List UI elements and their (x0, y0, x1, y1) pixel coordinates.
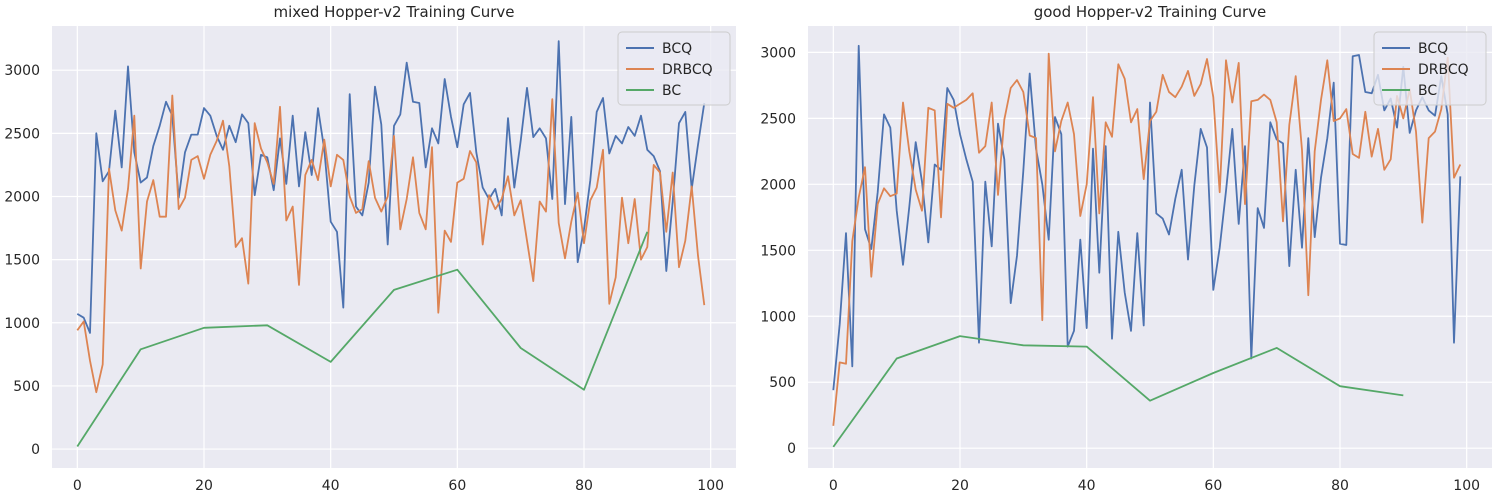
y-tick-label: 3000 (760, 45, 796, 61)
y-tick-label: 2500 (760, 111, 796, 127)
x-tick-label: 80 (575, 478, 593, 494)
y-tick-label: 2500 (4, 126, 40, 142)
legend-entry: BCQ (1418, 41, 1448, 57)
legend-entry: DRBCQ (1418, 62, 1469, 78)
y-tick-label: 0 (31, 442, 40, 458)
legend-frame (1373, 31, 1487, 106)
legend-entry: BC (662, 83, 681, 99)
x-tick-label: 40 (1078, 478, 1096, 494)
x-tick-label: 60 (1204, 478, 1222, 494)
x-tick-label: 0 (73, 478, 82, 494)
series-line-drbcq (76, 94, 706, 394)
series-line-drbcq (832, 52, 1462, 426)
legend: BCQ DRBCQ BC (617, 31, 731, 106)
legend-entry: DRBCQ (662, 62, 713, 78)
chart-panel-1: 0 20 40 60 80 100050010001500200025003000good… (760, 3, 1492, 494)
x-tick-label: 100 (1453, 478, 1480, 494)
y-tick-label: 500 (13, 379, 40, 395)
chart-title: mixed Hopper-v2 Training Curve (273, 3, 514, 21)
y-tick-label: 2000 (4, 189, 40, 205)
legend-entry: BCQ (662, 41, 692, 57)
legend-frame (617, 31, 731, 106)
x-tick-label: 20 (195, 478, 213, 494)
legend-entry: BC (1418, 83, 1437, 99)
x-tick-label: 100 (697, 478, 724, 494)
x-tick-label: 60 (448, 478, 466, 494)
y-tick-label: 2000 (760, 177, 796, 193)
series-line-bc (76, 231, 649, 447)
chart-panel-0: 0 20 40 60 80 100050010001500200025003000mixe… (4, 3, 736, 494)
x-tick-label: 40 (322, 478, 340, 494)
y-tick-label: 500 (769, 375, 796, 391)
y-tick-label: 0 (787, 441, 796, 457)
x-tick-label: 20 (951, 478, 969, 494)
y-tick-label: 1500 (760, 243, 796, 259)
x-tick-label: 80 (1331, 478, 1349, 494)
x-tick-label: 0 (829, 478, 838, 494)
y-tick-label: 1000 (760, 309, 796, 325)
y-tick-label: 3000 (4, 63, 40, 79)
y-tick-label: 1500 (4, 253, 40, 269)
chart-title: good Hopper-v2 Training Curve (1034, 3, 1267, 21)
y-tick-label: 1000 (4, 316, 40, 332)
legend: BCQ DRBCQ BC (1373, 31, 1487, 106)
series-line-bc (832, 335, 1404, 448)
series-line-bcq (76, 40, 706, 334)
